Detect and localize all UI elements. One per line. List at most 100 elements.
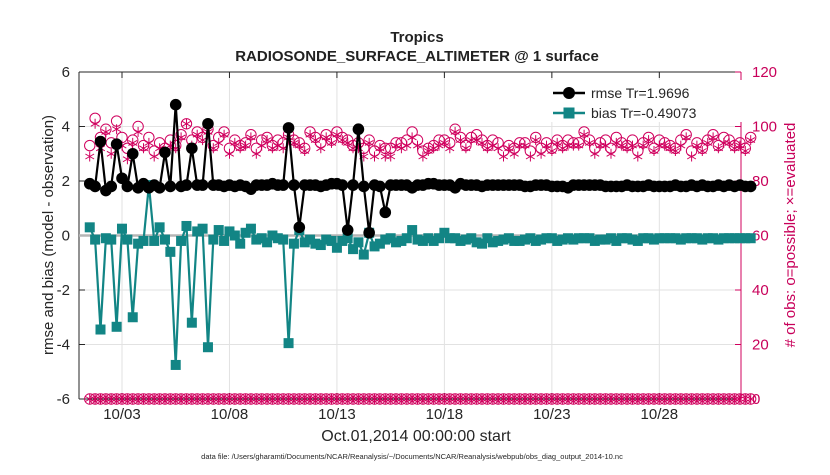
y-tick-label-left: -4 <box>57 337 70 354</box>
rmse-point <box>352 123 365 136</box>
bias-point <box>557 234 568 245</box>
rmse-point <box>744 180 757 193</box>
obs-evaluated-marker <box>525 151 535 162</box>
bias-point <box>616 233 627 244</box>
footnote: data file: /Users/gharamti/Documents/NCA… <box>201 452 623 461</box>
obs-evaluated-marker <box>574 140 584 151</box>
bias-point <box>251 234 262 245</box>
obs-evaluated-marker <box>386 151 396 162</box>
bias-point <box>487 237 498 248</box>
bias-point <box>498 234 509 245</box>
bias-point <box>589 235 600 246</box>
bias-point <box>439 227 450 238</box>
bias-point <box>568 234 579 245</box>
obs-evaluated-marker <box>369 151 380 162</box>
rmse-point <box>196 179 209 191</box>
bias-point <box>181 220 192 231</box>
obs-evaluated-marker <box>681 132 691 143</box>
bias-point <box>84 222 95 233</box>
bias-point <box>407 225 418 236</box>
bias-point <box>503 233 514 244</box>
obs-evaluated-marker <box>112 124 122 135</box>
bias-point <box>342 233 353 244</box>
obs-evaluated-marker <box>251 148 261 159</box>
rmse-point <box>363 226 375 239</box>
rmse-point <box>89 180 101 193</box>
rmse-point <box>379 206 392 219</box>
rmse-point <box>336 179 349 191</box>
rmse-point <box>277 179 289 191</box>
rmse-line <box>89 103 751 234</box>
rmse-point <box>159 146 171 159</box>
bias-point <box>724 233 735 244</box>
obs-evaluated-marker <box>219 129 229 140</box>
y-axis-label-right: # of obs: o=possible; ×=evaluated <box>782 123 799 348</box>
bias-point <box>675 234 686 245</box>
obs-evaluated-marker <box>504 143 514 154</box>
bias-point <box>450 233 461 244</box>
bias-point <box>681 233 692 244</box>
rmse-point <box>105 180 118 193</box>
bias-point <box>659 233 670 244</box>
bias-point <box>272 233 283 244</box>
bias-point <box>224 226 235 237</box>
obs-evaluated-marker <box>230 137 240 148</box>
bias-point <box>111 321 122 332</box>
obs-evaluated-marker <box>402 140 412 151</box>
bias-point <box>455 235 466 246</box>
bias-point <box>391 237 402 248</box>
obs-possible-marker <box>180 118 193 130</box>
rmse-point <box>374 180 386 193</box>
bias-point <box>149 235 160 246</box>
bias-point <box>573 233 584 244</box>
rmse-point <box>341 224 354 236</box>
bias-point <box>530 235 541 246</box>
obs-evaluated-marker <box>294 140 304 151</box>
obs-evaluated-marker <box>418 151 428 162</box>
bias-point <box>133 238 144 249</box>
y-tick-label-right: 20 <box>752 337 769 354</box>
bias-point <box>525 233 536 244</box>
bias-point <box>713 234 724 245</box>
bias-point <box>605 233 616 244</box>
bias-point <box>380 234 391 245</box>
bias-point <box>154 222 165 233</box>
bias-point <box>374 238 385 249</box>
bias-point <box>331 242 342 253</box>
bias-point <box>546 233 557 244</box>
rmse-point <box>288 179 300 191</box>
obs-evaluated-marker <box>579 129 589 140</box>
obs-evaluated-marker <box>676 140 686 151</box>
bias-point <box>514 235 525 246</box>
bias-point <box>670 233 681 244</box>
bias-point <box>718 233 729 244</box>
bias-point <box>734 233 745 244</box>
bias-point <box>305 234 316 245</box>
obs-evaluated-marker <box>321 132 331 143</box>
obs-evaluated-marker <box>101 126 111 137</box>
bias-point <box>262 237 273 248</box>
bias-point <box>638 233 649 244</box>
bias-point <box>417 235 428 246</box>
bias-point <box>353 237 364 248</box>
obs-evaluated-marker <box>746 135 756 146</box>
rmse-point <box>121 180 134 193</box>
obs-evaluated-marker <box>466 135 476 146</box>
bias-point <box>434 233 445 244</box>
rmse-point <box>282 122 295 134</box>
obs-evaluated-marker <box>531 135 541 146</box>
rmse-point <box>293 221 306 234</box>
bias-point <box>245 223 256 234</box>
bias-point <box>240 227 251 238</box>
obs-evaluated-marker <box>520 140 530 151</box>
obs-evaluated-marker <box>735 140 745 151</box>
chart-title: Tropics <box>390 29 443 46</box>
bias-point <box>170 359 181 370</box>
bias-point <box>708 233 719 244</box>
obs-evaluated-marker <box>627 140 638 151</box>
obs-evaluated-marker <box>149 151 159 162</box>
obs-evaluated-marker <box>375 143 385 154</box>
obs-evaluated-marker <box>181 118 192 129</box>
bias-point <box>116 223 127 234</box>
